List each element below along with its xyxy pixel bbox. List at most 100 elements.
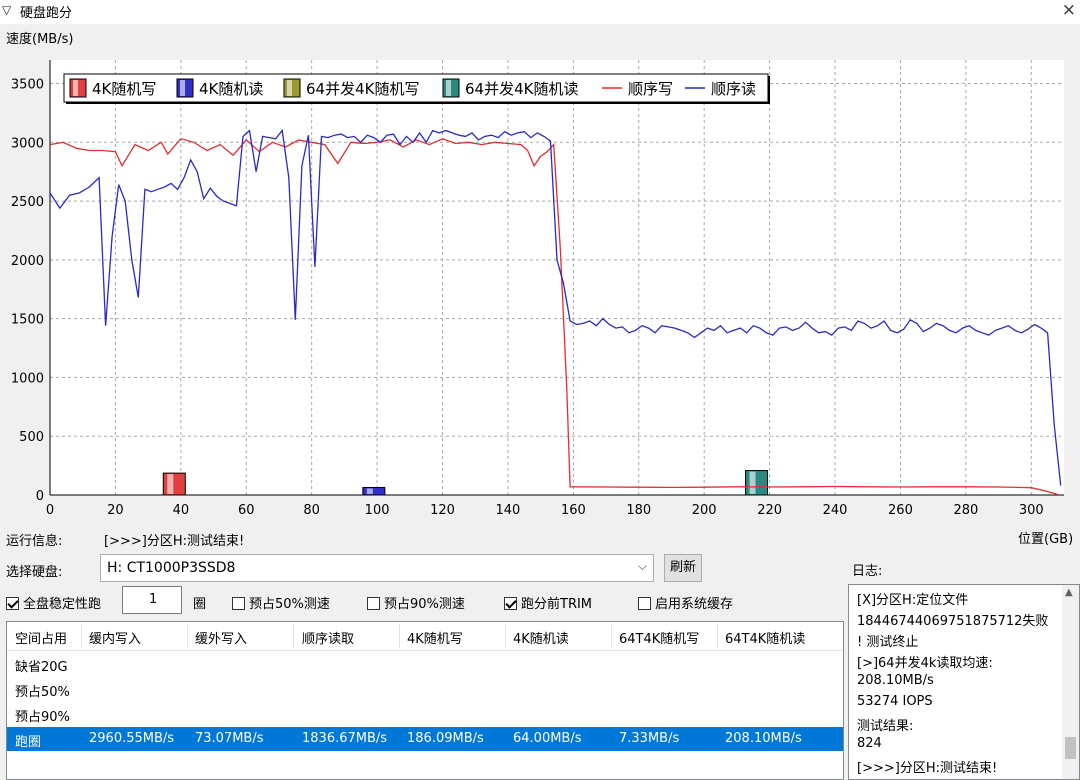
legend-label: 顺序写 [628,80,673,98]
x-tick-label: 180 [626,503,651,518]
log-line: ! 测试终止 [857,635,919,650]
col-header[interactable]: 64T4K随机写 [619,632,700,647]
table-cell: 1836.67MB/s [302,731,388,746]
trim-label: 跑分前TRIM [521,597,593,612]
table-cell: 预占50% [15,685,70,700]
disk-select-dropdown[interactable]: H: CT1000P3SSD8 ⌵ [100,554,654,582]
table-cell: 186.09MB/s [407,731,484,746]
results-table: 空间占用 缓内写入 缓外写入 顺序读取 4K随机写 4K随机读 64T4K随机写… [6,621,844,780]
preallocate-90-label: 预占90%测速 [384,597,465,612]
bar-highlight [749,471,756,494]
col-header[interactable]: 64T4K随机读 [725,632,806,647]
column-divider [399,624,400,648]
column-divider [717,624,718,648]
table-cell: 跑圈 [15,735,42,750]
bar-4K随机读 [362,486,386,496]
full-stable-label: 全盘稳定性跑 [23,597,102,612]
column-divider [293,624,294,648]
disk-select-label: 选择硬盘: [6,565,63,580]
col-header[interactable]: 缓内写入 [89,632,142,647]
y-tick-label: 1500 [11,313,44,328]
legend-swatch-highlight [446,80,451,96]
table-row[interactable]: 预占90% [7,702,843,726]
window-title: 硬盘跑分 [20,6,73,21]
log-line: 208.10MB/s [857,673,934,688]
col-header[interactable]: 顺序读取 [302,632,355,647]
x-tick-label: 20 [107,503,124,518]
col-header[interactable]: 4K随机读 [513,632,569,647]
log-line: 18446744069751875712失败 [857,614,1049,629]
log-line: [>]64并发4k读取均速: [857,656,993,671]
col-header[interactable]: 空间占用 [15,632,68,647]
series-line-顺序读 [49,128,1062,486]
legend-label: 顺序读 [711,80,756,98]
x-tick-label: 120 [430,503,455,518]
log-line: [X]分区H:定位文件 [857,593,969,608]
table-cell: 缺省20G [15,660,68,675]
preallocate-50-checkbox[interactable]: 预占50%测速 [232,593,330,612]
scrollbar-thumb[interactable] [1065,737,1076,759]
system-cache-checkbox[interactable]: 启用系统缓存 [638,593,733,612]
legend-label: 64并发4K随机写 [306,80,419,98]
x-tick-label: 140 [496,503,521,518]
series-line-顺序写 [49,138,1058,496]
col-header[interactable]: 4K随机写 [407,632,463,647]
trim-checkbox[interactable]: 跑分前TRIM [504,593,592,612]
y-tick-label: 500 [19,430,44,445]
legend-label: 4K随机读 [199,80,263,98]
table-header: 空间占用 缓内写入 缓外写入 顺序读取 4K随机写 4K随机读 64T4K随机写… [7,622,843,651]
table-row-selected[interactable]: 跑圈 2960.55MB/s 73.07MB/s 1836.67MB/s 186… [7,727,843,751]
close-icon[interactable]: × [1061,0,1076,20]
bar-highlight [167,474,174,494]
log-line: [>>>]分区H:测试结束! [857,761,998,776]
x-tick-label: 220 [757,503,782,518]
run-info-label: 运行信息: [6,534,63,549]
refresh-button[interactable]: 刷新 [664,554,702,582]
legend-label: 64并发4K随机读 [465,80,578,98]
x-tick-label: 200 [692,503,717,518]
column-divider [81,624,82,648]
chart-unit-label: 速度(MB/s) [6,32,74,47]
y-tick-label: 2500 [11,195,44,210]
bar-4K随机写 [162,472,186,496]
column-divider [611,624,612,648]
x-tick-label: 160 [561,503,586,518]
y-tick-label: 1000 [11,371,44,386]
table-cell: 7.33MB/s [619,731,680,746]
y-tick-label: 0 [36,489,44,504]
full-stable-checkbox[interactable]: 全盘稳定性跑 [6,593,101,612]
x-axis-title: 位置(GB) [1018,532,1074,547]
scroll-up-icon[interactable]: ▲ [1065,587,1073,598]
plot-area [50,60,1064,495]
preallocate-90-checkbox[interactable]: 预占90%测速 [367,593,465,612]
log-scrollbar[interactable]: ▲ [1062,585,1079,779]
disk-select-value: H: CT1000P3SSD8 [107,560,236,576]
log-panel[interactable]: [X]分区H:定位文件 18446744069751875712失败 ! 测试终… [848,584,1080,780]
column-divider [187,624,188,648]
rounds-value: 1 [149,592,158,607]
y-tick-label: 3500 [11,78,44,93]
rounds-unit: 圈 [193,597,207,612]
table-row[interactable]: 预占50% [7,677,843,701]
rounds-input[interactable]: 1 [122,586,182,614]
system-cache-label: 启用系统缓存 [655,597,734,612]
x-tick-label: 60 [238,503,255,518]
table-cell: 208.10MB/s [725,731,802,746]
bar-64并发4K随机读 [745,470,769,496]
x-tick-label: 40 [173,503,190,518]
col-header[interactable]: 缓外写入 [195,632,248,647]
table-row[interactable]: 缺省20G [7,652,843,676]
log-line: 53274 IOPS [857,694,933,709]
legend-label: 4K随机写 [92,80,156,98]
log-line: 测试结果: [857,719,914,734]
log-line: 824 [857,736,882,751]
checkbox-checked-icon [6,597,19,610]
table-cell: 2960.55MB/s [89,731,175,746]
x-tick-label: 80 [303,503,320,518]
y-tick-label: 2000 [11,254,44,269]
title-bar: ▽ 硬盘跑分 × [0,0,1080,24]
legend-swatch-highlight [180,80,185,96]
table-cell: 64.00MB/s [513,731,582,746]
legend-swatch-highlight [287,80,292,96]
preallocate-50-label: 预占50%测速 [249,597,330,612]
